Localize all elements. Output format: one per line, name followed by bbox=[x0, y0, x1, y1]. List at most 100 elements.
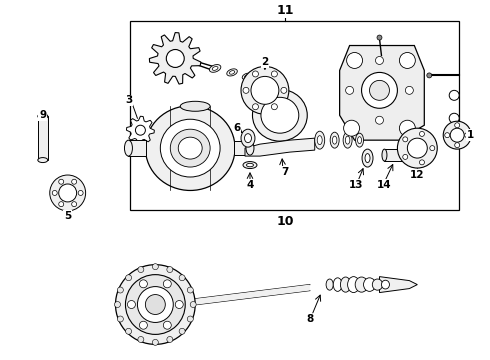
Text: 4: 4 bbox=[246, 180, 254, 190]
Circle shape bbox=[449, 90, 459, 100]
Circle shape bbox=[345, 86, 354, 94]
Ellipse shape bbox=[271, 83, 276, 86]
Ellipse shape bbox=[341, 277, 351, 292]
Polygon shape bbox=[173, 285, 310, 307]
Ellipse shape bbox=[212, 67, 218, 70]
Text: 3: 3 bbox=[125, 95, 132, 105]
Circle shape bbox=[271, 104, 277, 110]
Text: 11: 11 bbox=[276, 4, 294, 17]
Ellipse shape bbox=[246, 141, 254, 155]
Circle shape bbox=[243, 87, 249, 93]
Circle shape bbox=[72, 202, 76, 207]
Ellipse shape bbox=[252, 89, 307, 141]
Circle shape bbox=[167, 337, 173, 342]
Circle shape bbox=[179, 275, 185, 281]
Ellipse shape bbox=[362, 149, 373, 167]
Bar bbox=[234, 141, 250, 155]
Circle shape bbox=[59, 179, 64, 184]
Circle shape bbox=[118, 287, 123, 293]
Ellipse shape bbox=[245, 134, 251, 143]
Circle shape bbox=[403, 137, 408, 142]
Ellipse shape bbox=[317, 136, 322, 145]
Ellipse shape bbox=[227, 69, 237, 76]
Polygon shape bbox=[149, 32, 201, 84]
Circle shape bbox=[52, 190, 57, 195]
Ellipse shape bbox=[330, 132, 339, 148]
Text: 6: 6 bbox=[233, 123, 241, 133]
Ellipse shape bbox=[382, 280, 390, 289]
Circle shape bbox=[399, 120, 416, 136]
Ellipse shape bbox=[246, 163, 253, 167]
Circle shape bbox=[405, 86, 414, 94]
Circle shape bbox=[137, 287, 173, 323]
Circle shape bbox=[251, 76, 279, 104]
Circle shape bbox=[163, 321, 172, 329]
Ellipse shape bbox=[358, 137, 362, 144]
Circle shape bbox=[163, 280, 172, 288]
Circle shape bbox=[175, 301, 183, 309]
Ellipse shape bbox=[38, 158, 48, 163]
Circle shape bbox=[78, 190, 83, 195]
Circle shape bbox=[281, 87, 287, 93]
Circle shape bbox=[419, 131, 424, 136]
Bar bbox=[38, 116, 48, 160]
Circle shape bbox=[465, 133, 469, 138]
Circle shape bbox=[343, 120, 360, 136]
Ellipse shape bbox=[269, 81, 279, 87]
Polygon shape bbox=[379, 276, 417, 293]
Circle shape bbox=[346, 53, 363, 68]
Circle shape bbox=[118, 316, 123, 322]
Circle shape bbox=[397, 128, 437, 168]
Circle shape bbox=[187, 316, 194, 322]
Ellipse shape bbox=[347, 276, 360, 293]
Circle shape bbox=[427, 73, 432, 78]
Circle shape bbox=[72, 179, 76, 184]
Ellipse shape bbox=[256, 77, 266, 84]
Text: 8: 8 bbox=[306, 314, 314, 324]
Ellipse shape bbox=[146, 106, 235, 190]
Ellipse shape bbox=[356, 133, 364, 147]
Circle shape bbox=[125, 328, 132, 334]
Circle shape bbox=[271, 71, 277, 77]
Ellipse shape bbox=[315, 131, 325, 149]
Circle shape bbox=[399, 53, 416, 68]
Circle shape bbox=[377, 35, 382, 40]
Circle shape bbox=[135, 125, 146, 135]
Circle shape bbox=[450, 128, 464, 142]
Ellipse shape bbox=[160, 119, 220, 177]
Circle shape bbox=[430, 146, 435, 150]
Circle shape bbox=[152, 339, 158, 345]
Ellipse shape bbox=[171, 129, 210, 167]
Text: 2: 2 bbox=[261, 58, 269, 67]
Ellipse shape bbox=[410, 151, 415, 159]
Circle shape bbox=[140, 280, 147, 288]
Circle shape bbox=[167, 266, 173, 273]
Circle shape bbox=[125, 275, 185, 334]
Circle shape bbox=[190, 302, 196, 307]
Text: 5: 5 bbox=[64, 211, 72, 221]
Circle shape bbox=[125, 275, 132, 281]
Circle shape bbox=[59, 184, 76, 202]
Ellipse shape bbox=[326, 279, 333, 290]
Text: 12: 12 bbox=[410, 170, 424, 180]
Ellipse shape bbox=[364, 278, 375, 291]
Ellipse shape bbox=[382, 149, 387, 161]
Bar bbox=[385, 149, 413, 161]
Circle shape bbox=[375, 57, 384, 64]
Ellipse shape bbox=[372, 279, 383, 290]
Bar bbox=[130, 21, 459, 210]
Text: 9: 9 bbox=[39, 110, 47, 120]
Ellipse shape bbox=[38, 114, 48, 119]
Ellipse shape bbox=[124, 140, 132, 156]
Polygon shape bbox=[245, 138, 315, 156]
Circle shape bbox=[455, 143, 460, 148]
Text: 13: 13 bbox=[348, 180, 363, 190]
Circle shape bbox=[369, 80, 390, 100]
Ellipse shape bbox=[355, 277, 368, 292]
Ellipse shape bbox=[259, 79, 263, 82]
Circle shape bbox=[407, 138, 427, 158]
Circle shape bbox=[449, 113, 459, 123]
Ellipse shape bbox=[261, 97, 299, 133]
Circle shape bbox=[187, 287, 194, 293]
Circle shape bbox=[166, 50, 184, 67]
